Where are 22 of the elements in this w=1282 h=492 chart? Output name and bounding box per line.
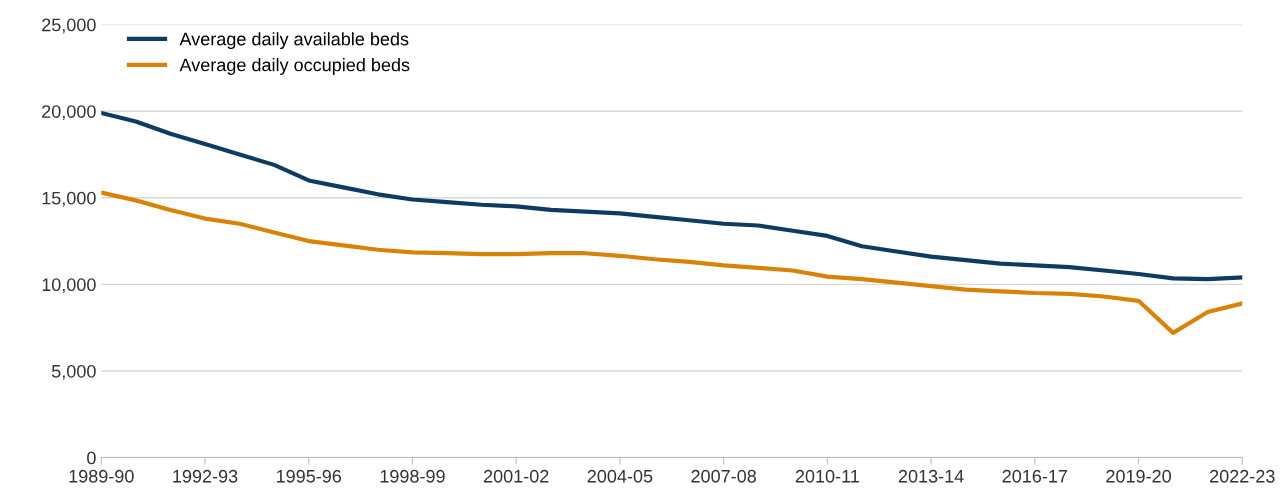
y-tick-label: 10,000	[42, 278, 96, 294]
x-tick-label: 2022-23	[1210, 469, 1275, 483]
x-tick-label: 2004-05	[587, 469, 653, 483]
x-tick-label: 1995-96	[276, 469, 342, 483]
x-tick-label: 1989-90	[69, 469, 134, 483]
x-tick-label: 2019-20	[1106, 469, 1171, 483]
y-tick-label: 20,000	[42, 105, 96, 121]
x-tick-label: 1992-93	[173, 469, 238, 483]
x-tick-label: 1998-99	[380, 469, 445, 483]
x-tick-label: 2013-14	[898, 469, 964, 483]
y-tick-label: 25,000	[42, 18, 96, 34]
x-tick-label: 2016-17	[1002, 469, 1068, 483]
legend-label: Average daily available beds	[179, 32, 409, 50]
line-series	[101, 110, 1243, 282]
legend-label: Average daily occupied beds	[179, 58, 410, 75]
x-tick-label: 2001-02	[483, 469, 549, 483]
x-tick-label: 2010-11	[795, 469, 859, 483]
x-tick-label: 2007-08	[691, 469, 756, 483]
y-tick-label: 5,000	[51, 364, 96, 380]
y-tick-label: 0	[87, 451, 96, 465]
y-tick-label: 15,000	[42, 191, 96, 207]
line-series	[101, 190, 1243, 335]
